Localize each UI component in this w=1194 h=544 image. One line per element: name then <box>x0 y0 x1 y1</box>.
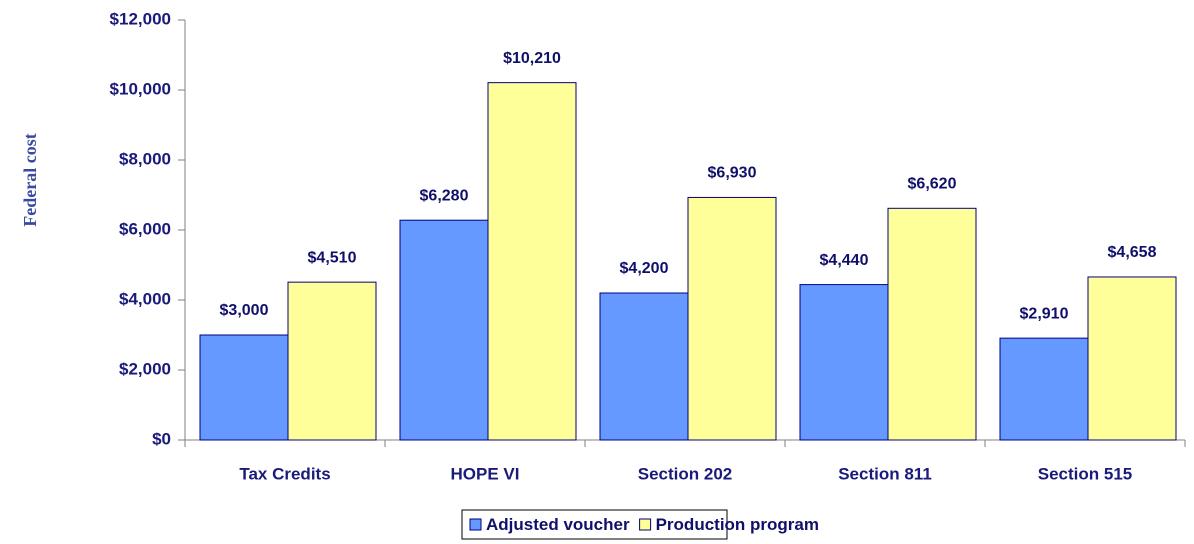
value-label: $6,280 <box>420 187 469 204</box>
y-tick-label: $12,000 <box>110 9 171 28</box>
bar <box>799 284 889 441</box>
y-tick-label: $0 <box>152 429 171 448</box>
value-label: $4,440 <box>820 252 869 269</box>
bar <box>999 337 1089 441</box>
value-label: $2,910 <box>1020 305 1069 322</box>
bar <box>599 292 689 441</box>
value-label: $6,620 <box>908 176 957 193</box>
y-tick-label: $8,000 <box>119 149 171 168</box>
y-tick-label: $4,000 <box>119 289 171 308</box>
y-tick-label: $6,000 <box>119 219 171 238</box>
x-tick-label: Section 515 <box>1038 464 1133 483</box>
value-label: $4,200 <box>620 260 669 277</box>
y-axis-label: Federal cost <box>20 133 40 226</box>
value-label: $6,930 <box>708 165 757 182</box>
legend-box <box>461 509 728 540</box>
value-label: $4,510 <box>308 249 357 266</box>
value-label: $10,210 <box>503 50 561 67</box>
y-tick-label: $10,000 <box>110 79 171 98</box>
legend-label: Production program <box>656 515 819 534</box>
bar <box>887 207 977 441</box>
y-tick-label: $2,000 <box>119 359 171 378</box>
bar <box>487 82 577 441</box>
bar <box>399 219 489 441</box>
legend-label: Adjusted voucher <box>486 515 630 534</box>
bar <box>1087 276 1177 441</box>
value-label: $4,658 <box>1108 244 1157 261</box>
legend-swatch <box>469 518 482 531</box>
bar <box>287 281 377 441</box>
x-tick-label: Section 202 <box>638 464 733 483</box>
value-label: $3,000 <box>220 302 269 319</box>
x-tick-label: HOPE VI <box>451 464 520 483</box>
x-tick-label: Tax Credits <box>239 464 330 483</box>
bar <box>199 334 289 441</box>
x-tick-label: Section 811 <box>838 464 932 483</box>
legend-swatch <box>639 518 652 531</box>
bar <box>687 196 777 441</box>
